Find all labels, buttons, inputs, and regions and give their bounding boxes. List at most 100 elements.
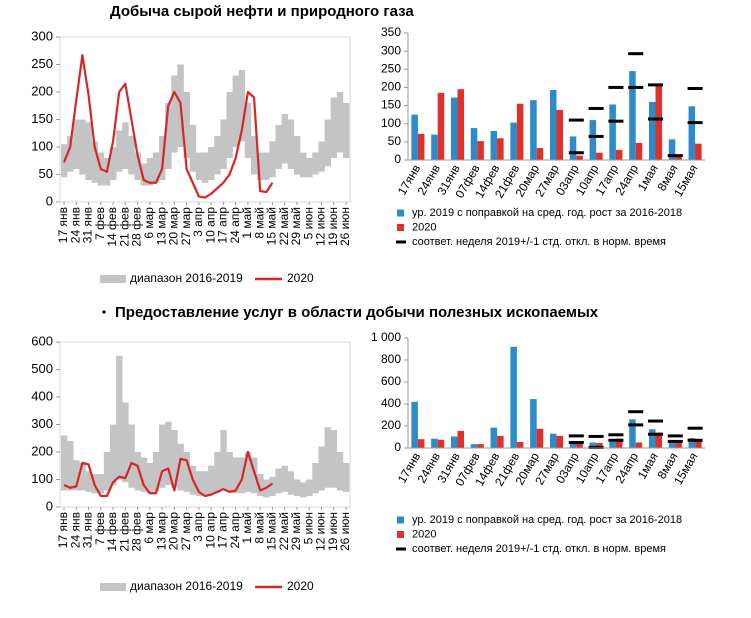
range-bar	[201, 471, 209, 496]
x-tick-label: 6 мар	[142, 207, 156, 239]
y-tick-label: 250	[381, 61, 401, 75]
x-tick-label: 26 июн	[338, 512, 352, 551]
range-bar	[183, 452, 190, 492]
y-tick-label: 500	[31, 361, 53, 376]
legend-label: соответ. неделя 2019+/-1 стд. откл. в но…	[412, 543, 666, 555]
legend-label: 2020	[412, 221, 436, 233]
range-bar	[318, 446, 325, 491]
y-tick-label: 150	[381, 98, 401, 112]
x-tick-label: 7 фев	[93, 512, 107, 545]
range-bar	[287, 119, 295, 169]
legend-label: 2020	[412, 528, 436, 540]
legend-label: 2020	[287, 579, 314, 593]
range-bar	[324, 427, 331, 488]
bar	[431, 438, 438, 448]
range-bar	[250, 136, 258, 175]
bar	[470, 128, 478, 160]
y-tick-label: 200	[381, 80, 401, 94]
bar	[431, 134, 438, 160]
y-tick-label: 0	[394, 152, 401, 166]
range-bar	[103, 452, 111, 491]
bar	[695, 143, 702, 160]
y-tick-label: 250	[31, 56, 53, 71]
bar	[549, 433, 557, 448]
x-tick-label: 20 мар	[167, 512, 181, 551]
bar	[470, 444, 478, 448]
bar	[615, 149, 623, 160]
x-tick-label: 5 июн	[301, 207, 315, 239]
x-tick-label: 19 июн	[326, 207, 340, 246]
x-tick-label: 13 мар	[154, 207, 168, 246]
bar	[596, 152, 603, 160]
x-tick-label: 17 янв	[56, 207, 70, 243]
bar	[417, 439, 425, 448]
x-tick-label: 3 апр	[191, 512, 205, 542]
range-bar	[287, 471, 295, 495]
y-tick-label: 400	[381, 396, 401, 410]
legend-swatch	[397, 516, 404, 524]
range-bar	[336, 452, 344, 491]
range-bar	[165, 421, 172, 485]
range-bar	[122, 402, 129, 483]
legend-label: ур. 2019 с поправкой на сред. год. рост …	[412, 207, 682, 219]
y-tick-label: 600	[381, 374, 401, 388]
bar	[629, 71, 636, 160]
x-tick-label: 29 май	[289, 512, 303, 550]
y-tick-label: 0	[394, 440, 401, 454]
y-tick-label: 150	[31, 111, 53, 126]
x-tick-label: 29 май	[289, 207, 303, 245]
bar	[576, 442, 583, 448]
x-tick-label: 10 апр	[203, 512, 217, 549]
range-bar	[140, 163, 148, 186]
x-tick-label: 17 апр	[216, 207, 230, 244]
range-bar	[324, 119, 331, 167]
range-bar	[330, 97, 338, 158]
x-tick-label: 17 янв	[56, 512, 70, 548]
range-bar	[281, 114, 289, 164]
range-bar	[232, 75, 240, 147]
legend-swatch	[397, 209, 404, 217]
y-tick-label: 800	[381, 352, 401, 366]
legend-swatch	[100, 275, 126, 283]
range-bar	[171, 75, 178, 153]
range-bar	[220, 119, 227, 169]
x-tick-label: 10 апр	[203, 207, 217, 244]
x-tick-label: 14 фев	[105, 512, 119, 552]
range-bar	[214, 136, 221, 175]
range-bar	[109, 424, 117, 485]
range-bar	[208, 465, 215, 495]
legend-label: соответ. неделя 2019+/-1 стд. откл. в но…	[412, 236, 666, 248]
bar	[497, 138, 504, 160]
bar	[417, 133, 425, 160]
bar	[477, 444, 484, 448]
legend-label: диапазон 2016-2019	[130, 271, 243, 285]
range-bar	[293, 479, 301, 496]
y-tick-label: 300	[31, 416, 53, 431]
range-bar	[312, 463, 319, 494]
range-bar	[73, 119, 80, 169]
range-bar	[183, 92, 190, 158]
bar	[411, 401, 418, 448]
bar	[569, 443, 577, 448]
y-tick-label: 100	[381, 116, 401, 130]
range-bar	[128, 424, 135, 488]
x-tick-label: 24 янв	[68, 207, 82, 243]
y-tick-label: 350	[381, 25, 401, 39]
range-bar	[165, 103, 172, 169]
x-tick-label: 6 мар	[142, 512, 156, 544]
x-tick-label: 22 май	[277, 512, 291, 550]
x-tick-label: 14 фев	[105, 207, 119, 247]
x-tick-label: 28 фев	[130, 512, 144, 552]
range-bar	[140, 457, 148, 492]
range-bar	[257, 152, 264, 180]
range-bar	[226, 92, 233, 158]
range-bar	[146, 463, 154, 494]
bar	[490, 427, 498, 448]
bar	[457, 89, 465, 160]
bar	[609, 441, 616, 448]
bar	[457, 430, 465, 448]
range-bar	[159, 424, 166, 488]
bar	[675, 155, 682, 160]
x-tick-label: 24 апр	[228, 207, 242, 244]
x-tick-label: 3 апр	[191, 207, 205, 237]
